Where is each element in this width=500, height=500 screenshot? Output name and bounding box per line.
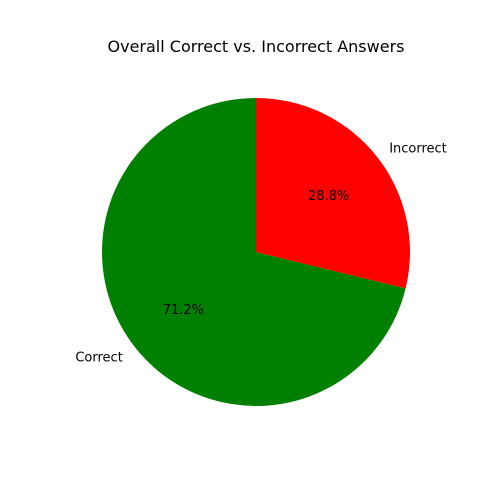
chart-title: Overall Correct vs. Incorrect Answers [108,37,405,56]
slice-label-incorrect: Incorrect [389,141,447,156]
pie-labels: Correct 71.2% Incorrect 28.8% [75,141,446,365]
pie-slice-incorrect [256,98,410,289]
slice-label-correct: Correct [75,351,122,366]
pie-slices [101,98,410,407]
slice-percent-correct: 71.2% [163,303,204,318]
slice-percent-incorrect: 28.8% [308,189,349,204]
pie-slice-correct [101,98,406,407]
